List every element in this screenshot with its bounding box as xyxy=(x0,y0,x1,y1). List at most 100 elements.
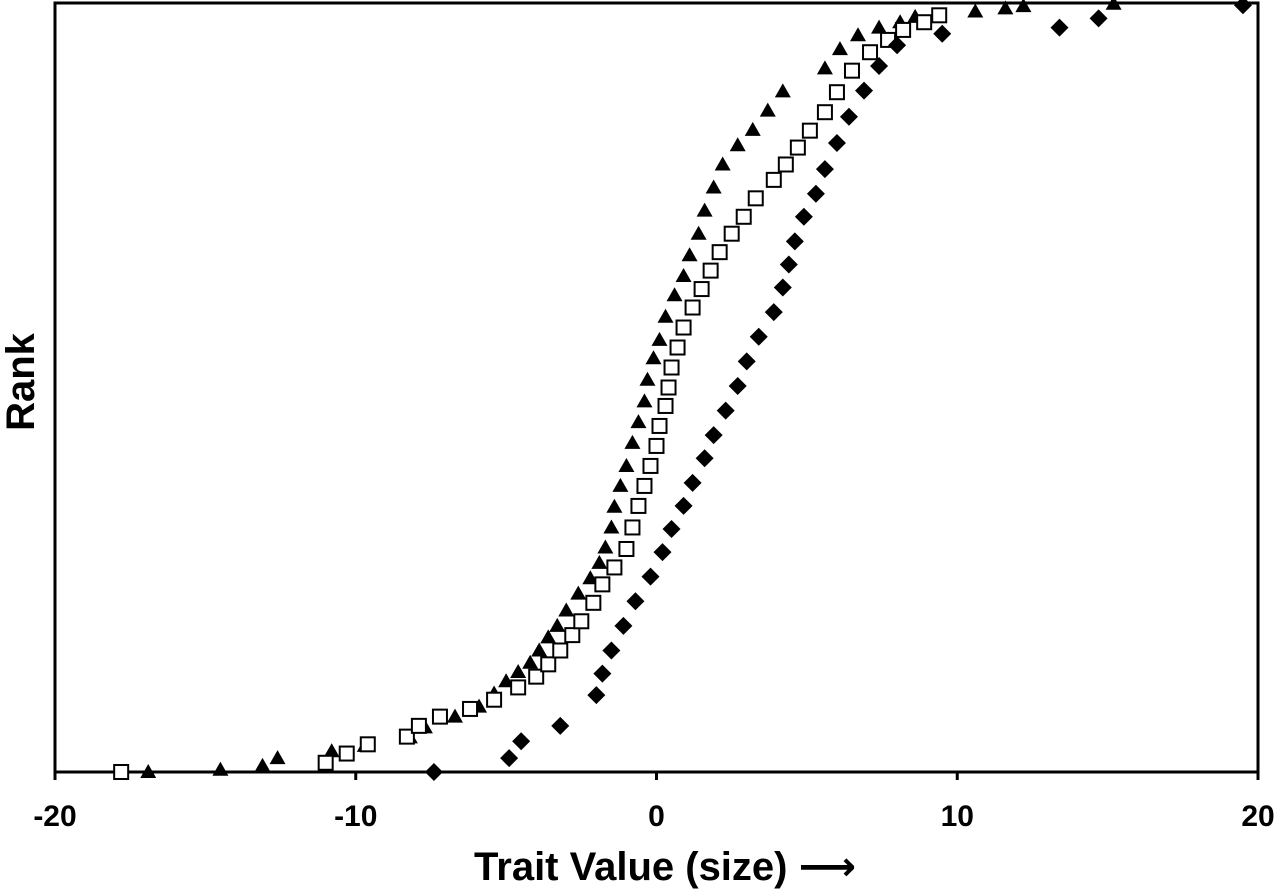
triangle-point xyxy=(582,570,599,585)
x-axis-ticks xyxy=(53,772,1260,780)
diamond-point xyxy=(749,327,768,346)
square-point xyxy=(735,208,752,225)
triangle-point xyxy=(714,156,731,171)
diamond-point xyxy=(870,57,889,76)
triangle-point xyxy=(446,708,463,723)
square-point xyxy=(317,754,334,771)
triangle-point xyxy=(558,602,575,617)
x-axis-tick-labels: -20 -10 0 10 20 xyxy=(33,800,1274,833)
square-point xyxy=(648,437,665,454)
triangle-point xyxy=(597,539,614,554)
diamond-point xyxy=(737,352,756,371)
series-open-square xyxy=(113,7,948,780)
square-point xyxy=(113,764,130,780)
y-axis-title: Rank xyxy=(0,332,43,431)
plot-area-frame xyxy=(53,1,1260,774)
diamond-point xyxy=(614,616,633,635)
diamond-point xyxy=(593,664,612,683)
triangle-point xyxy=(522,654,539,669)
square-point xyxy=(675,319,692,336)
triangle-point xyxy=(212,761,229,776)
diamond-point xyxy=(626,592,645,611)
diamond-point xyxy=(1050,18,1069,37)
x-tick-label: 0 xyxy=(648,800,665,833)
diamond-point xyxy=(716,401,735,420)
diamond-point xyxy=(674,496,693,515)
triangle-point xyxy=(759,102,776,117)
square-point xyxy=(624,519,641,536)
square-point xyxy=(573,613,590,630)
diamond-point xyxy=(888,36,907,55)
diamond-point xyxy=(551,716,570,735)
triangle-point xyxy=(705,179,722,194)
triangle-point xyxy=(657,308,674,323)
data-points xyxy=(113,0,1252,781)
series-filled-triangle xyxy=(140,0,1122,778)
x-tick-label: 20 xyxy=(1241,800,1274,833)
triangle-point xyxy=(603,519,620,534)
diamond-point xyxy=(641,567,660,586)
triangle-point xyxy=(618,457,635,472)
square-point xyxy=(789,139,806,156)
square-point xyxy=(862,44,879,61)
x-tick-label: -10 xyxy=(334,800,377,833)
square-point xyxy=(931,7,948,24)
diamond-point xyxy=(662,519,681,538)
triangle-point xyxy=(612,477,629,492)
diamond-point xyxy=(653,543,672,562)
square-point xyxy=(651,417,668,434)
triangle-point xyxy=(675,267,692,282)
square-point xyxy=(636,477,653,494)
diamond-point xyxy=(815,160,834,179)
triangle-point xyxy=(729,137,746,152)
triangle-point xyxy=(681,247,698,262)
plot-border xyxy=(53,1,1260,774)
square-point xyxy=(642,457,659,474)
square-point xyxy=(431,708,448,725)
square-point xyxy=(777,156,794,173)
square-point xyxy=(895,21,912,38)
square-point xyxy=(801,122,818,139)
square-point xyxy=(816,104,833,121)
triangle-point xyxy=(630,414,647,429)
triangle-point xyxy=(570,585,587,600)
square-point xyxy=(630,497,647,514)
square-point xyxy=(747,190,764,207)
diamond-point xyxy=(512,732,531,751)
square-point xyxy=(338,745,355,762)
diamond-point xyxy=(794,207,813,226)
triangle-point xyxy=(690,225,707,240)
square-point xyxy=(657,397,674,414)
square-point xyxy=(398,728,415,745)
triangle-point xyxy=(666,287,683,302)
triangle-point xyxy=(269,750,286,765)
triangle-point xyxy=(850,27,867,42)
diamond-point xyxy=(839,107,858,126)
square-point xyxy=(552,642,569,659)
triangle-point xyxy=(549,617,566,632)
square-point xyxy=(660,379,677,396)
triangle-point xyxy=(1015,0,1032,13)
square-point xyxy=(594,576,611,593)
triangle-point xyxy=(540,629,557,644)
diamond-point xyxy=(764,303,783,322)
square-point xyxy=(693,281,710,298)
diamond-point xyxy=(683,473,702,492)
triangle-point xyxy=(323,743,340,758)
diamond-point xyxy=(728,376,747,395)
triangle-point xyxy=(744,121,761,136)
square-point xyxy=(410,717,427,734)
square-point xyxy=(510,679,527,696)
diamond-point xyxy=(695,449,714,468)
square-point xyxy=(843,62,860,79)
triangle-point xyxy=(997,0,1014,15)
triangle-point xyxy=(624,434,641,449)
triangle-point xyxy=(140,764,157,778)
square-point xyxy=(486,691,503,708)
triangle-point xyxy=(871,19,888,34)
series-filled-diamond xyxy=(424,0,1252,781)
diamond-point xyxy=(424,763,443,781)
diamond-point xyxy=(704,426,723,445)
triangle-point xyxy=(591,554,608,569)
